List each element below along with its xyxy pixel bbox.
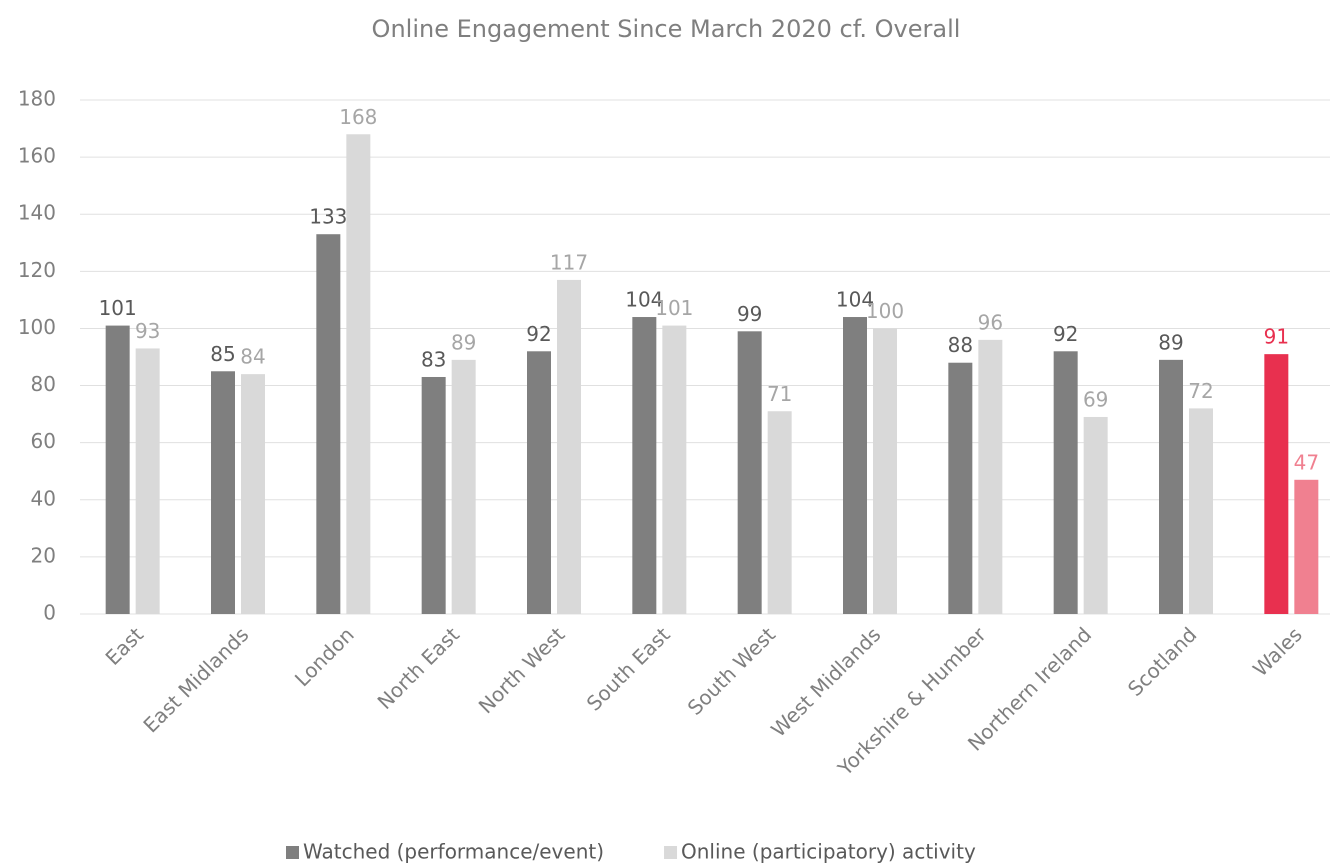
data-label: 92 [1053, 322, 1078, 346]
bar [1159, 359, 1183, 614]
data-label: 93 [135, 319, 160, 343]
legend-swatch [286, 846, 299, 859]
bar [978, 339, 1003, 614]
bar [241, 374, 265, 614]
x-tick-label: Wales [1248, 622, 1307, 681]
bar [948, 362, 973, 614]
y-tick-label: 20 [31, 543, 56, 567]
bar [346, 134, 371, 614]
data-label: 101 [99, 296, 137, 320]
data-label: 100 [866, 299, 904, 323]
bar [135, 348, 160, 614]
legend-label: Online (participatory) activity [681, 840, 976, 864]
bar [662, 325, 687, 614]
data-label: 99 [737, 302, 762, 326]
bar [451, 359, 476, 614]
data-label: 117 [550, 250, 588, 274]
y-tick-label: 0 [43, 601, 56, 625]
y-tick-label: 140 [18, 201, 56, 225]
bar [557, 279, 581, 614]
x-tick-label: East Midlands [138, 622, 253, 737]
data-label: 89 [451, 330, 476, 354]
data-label: 104 [836, 288, 874, 312]
x-tick-label: London [290, 622, 359, 691]
data-label: 88 [948, 333, 973, 357]
x-tick-label: Scotland [1123, 622, 1201, 700]
bar [767, 411, 792, 614]
data-label: 89 [1158, 330, 1183, 354]
y-tick-label: 40 [31, 486, 56, 510]
bar [1053, 351, 1078, 614]
data-label: 83 [421, 347, 446, 371]
data-label: 133 [309, 205, 347, 229]
data-label: 168 [339, 105, 377, 129]
data-label: 104 [625, 288, 663, 312]
bar [527, 351, 551, 614]
x-tick-label: North East [373, 622, 465, 714]
bar [105, 325, 130, 614]
x-tick-label: West Midlands [766, 622, 885, 741]
data-label: 101 [655, 296, 693, 320]
x-tick-label: North West [474, 622, 570, 718]
bar [421, 376, 446, 614]
y-tick-label: 160 [18, 144, 56, 168]
bar [1264, 354, 1289, 614]
bar [737, 331, 762, 614]
data-label: 92 [526, 322, 551, 346]
legend-label: Watched (performance/event) [303, 840, 604, 864]
data-label: 69 [1083, 387, 1108, 411]
bar [873, 328, 897, 614]
data-label: 96 [978, 310, 1003, 334]
bar [1189, 408, 1213, 614]
data-label: 84 [240, 345, 265, 369]
legend-swatch [664, 846, 678, 859]
data-label: 91 [1264, 325, 1289, 349]
y-tick-label: 120 [18, 258, 56, 282]
y-tick-label: 60 [31, 429, 56, 453]
y-tick-label: 180 [18, 87, 56, 111]
bar [632, 317, 657, 614]
x-tick-label: East [101, 622, 149, 670]
bar [211, 371, 235, 614]
chart-title: Online Engagement Since March 2020 cf. O… [372, 15, 961, 43]
bar [843, 317, 867, 614]
x-tick-label: South West [683, 622, 780, 719]
y-tick-label: 80 [31, 372, 56, 396]
data-label: 47 [1294, 450, 1319, 474]
bar [1083, 416, 1108, 614]
bar [316, 234, 341, 614]
y-tick-label: 100 [18, 315, 56, 339]
data-label: 85 [210, 342, 235, 366]
x-tick-label: South East [582, 622, 675, 715]
data-label: 71 [767, 382, 792, 406]
data-label: 72 [1188, 379, 1213, 403]
bar [1294, 479, 1319, 614]
